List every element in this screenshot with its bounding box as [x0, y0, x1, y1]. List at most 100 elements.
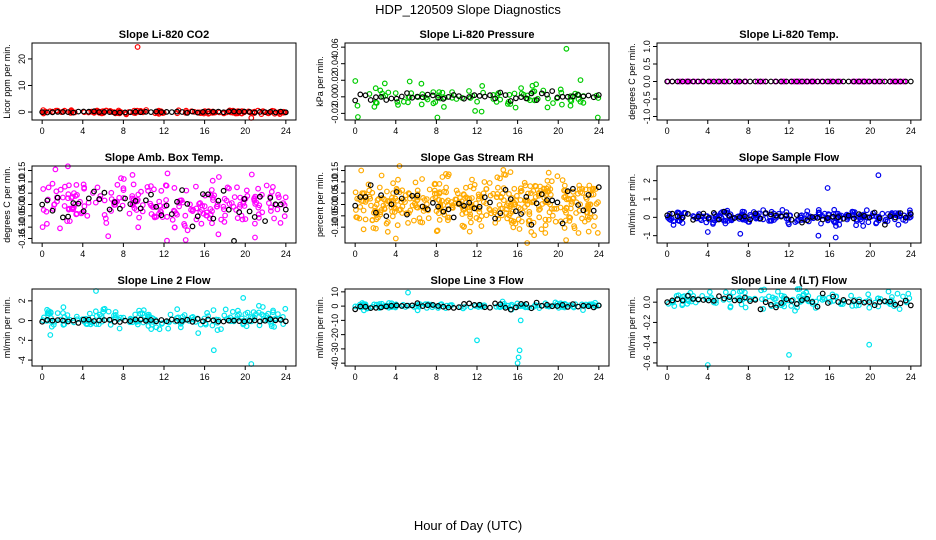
panel-8-mean-point: [564, 304, 571, 310]
panel-5-raw-point: [500, 197, 507, 204]
panel-7-raw-point: [86, 310, 93, 317]
panel-6-mean-point: [840, 215, 847, 222]
panel-5-mean-point: [409, 192, 416, 199]
panel-7-mean-point: [54, 317, 61, 324]
panel-4-raw-point: [43, 208, 50, 215]
panel-1-mean-point: [257, 108, 263, 115]
panel-7-mean-point: [282, 318, 289, 325]
panel-4-xtick-label: 8: [121, 249, 126, 259]
panel-7-raw-point: [137, 310, 144, 317]
panel-7-mean-point: [106, 316, 113, 323]
panel-7-mean-point: [272, 317, 279, 324]
panel-8-mean-point: [440, 303, 447, 310]
panel-6-raw-outlier: [737, 230, 744, 237]
panel-3-mean-point: [788, 78, 795, 85]
panel-5-raw-point: [582, 186, 589, 193]
panel-9-mean-point: [793, 301, 800, 307]
panel-8-mean-point: [445, 304, 452, 311]
panel-3-mean-point: [876, 78, 883, 85]
panel-2-ytick-label: 0.00: [330, 88, 340, 106]
panel-6-mean-point: [762, 210, 769, 217]
panel-4-raw-point: [266, 200, 272, 207]
panel-9-mean-point: [866, 299, 873, 306]
panel-3-mean-point: [757, 78, 764, 85]
panel-1-ytick-label: 20: [17, 54, 27, 64]
panel-4-mean-point: [111, 199, 118, 206]
panel-2-mean-point: [373, 94, 379, 101]
panel-8-mean-point: [456, 304, 462, 311]
panel-7-mean-point: [142, 317, 149, 324]
panel-9-raw-point: [900, 293, 906, 300]
panel-5-raw-point: [486, 180, 493, 186]
panel-3-raw-point: [879, 78, 886, 85]
panel-8-title: Slope Line 3 Flow: [431, 275, 524, 287]
panel-4-raw-point: [271, 215, 278, 222]
panel-2-raw-point: [372, 85, 379, 92]
panel-1-mean-point: [194, 109, 201, 116]
panel-9-mean-point: [902, 297, 909, 304]
panel-6-mean-point: [710, 209, 717, 216]
panel-3-raw-point: [760, 78, 767, 85]
panel-8-raw-point: [381, 303, 387, 310]
panel-2-raw-point: [472, 107, 479, 114]
panel-2-raw-point: [449, 89, 456, 95]
panel-8-ytick-label: -40: [330, 357, 340, 370]
panel-2-mean-point: [461, 95, 467, 102]
panel-7-mean-point: [236, 318, 243, 325]
panel-5-raw-point: [567, 214, 574, 221]
panel-5-ytick-label: -0.10: [330, 217, 340, 238]
panel-4-raw-point: [220, 203, 227, 210]
panel-2-raw-point: [406, 94, 413, 100]
panel-7-mean-point: [96, 317, 103, 324]
panel-8-mean-point: [424, 302, 431, 309]
panel-3-raw-point: [833, 78, 840, 85]
panel-9-raw-point: [759, 296, 765, 303]
panel-6-mean-point: [742, 213, 748, 220]
panel-2-raw-point: [577, 77, 584, 83]
panel-5-ytick-label: 0.15: [330, 162, 340, 180]
panel-4-raw-point: [150, 186, 157, 193]
panel-2-mean-point: [414, 93, 421, 100]
panel-4-mean-point: [251, 214, 258, 220]
panel-2-raw-point: [497, 96, 504, 103]
panel-4-raw-point: [215, 231, 222, 238]
panel-5-raw-point: [579, 215, 585, 222]
panel-7-raw-point: [57, 316, 64, 323]
panel-8-xtick-label: 16: [513, 372, 523, 382]
panel-4-raw-point: [251, 220, 258, 227]
panel-7-mean-point: [85, 316, 92, 323]
panel-7-mean-point: [137, 316, 144, 323]
panel-7-raw-point: [165, 325, 172, 332]
panel-9-raw-point: [853, 302, 859, 309]
panel-6-raw-outlier: [832, 234, 839, 241]
panel-6-mean-point: [887, 213, 893, 220]
panel-9-raw-point: [885, 288, 892, 295]
panel-5-raw-point: [592, 214, 598, 220]
panel-5-raw-point: [538, 226, 545, 233]
panel-5-raw-point: [362, 216, 369, 223]
panel-6-xtick-label: 8: [746, 249, 751, 259]
panel-9-ytick-label: -0.6: [642, 355, 652, 371]
panel-8-mean-point: [513, 304, 519, 311]
panel-6-raw-point: [681, 209, 688, 216]
panel-4-raw-point: [209, 208, 215, 215]
panel-7-raw-point: [221, 312, 228, 319]
panel-1-mean-point: [116, 109, 123, 116]
panel-1-mean-point: [54, 108, 61, 115]
panel-7-raw-point: [46, 310, 53, 317]
panel-5-raw-point: [587, 201, 594, 208]
panel-5-ytick-label: 0.05: [330, 184, 340, 202]
panel-5-raw-point: [374, 197, 381, 204]
panel-7-xtick-label: 16: [200, 372, 210, 382]
panel-9-mean-point: [762, 299, 769, 306]
panel-6-mean-point: [892, 214, 899, 221]
panel-5-raw-point: [436, 205, 443, 211]
panel-8-mean-point: [352, 306, 359, 313]
panel-4-ytick-label: 0.15: [17, 162, 27, 180]
panel-9-mean-point: [835, 299, 842, 305]
panel-3-mean-point: [721, 78, 728, 85]
panel-4-raw-point: [192, 183, 199, 190]
panel-9-xtick-label: 16: [825, 372, 835, 382]
panel-2-raw-point: [504, 100, 511, 107]
panel-6-xtick-label: 20: [865, 249, 875, 259]
